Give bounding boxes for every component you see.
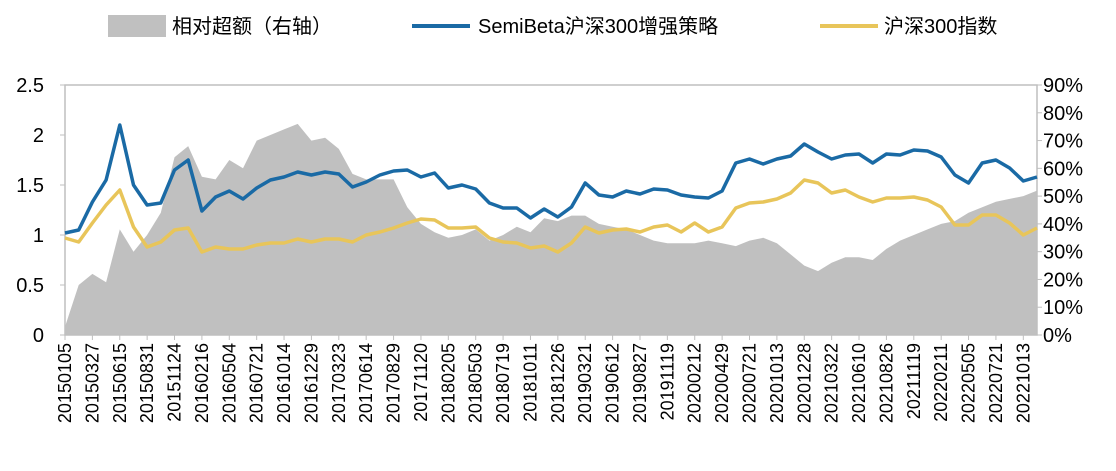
right-tick-label: 30% [1043,242,1083,264]
excess-area [65,123,1037,336]
legend-label-index: 沪深300指数 [884,15,997,38]
right-tick-label: 0% [1043,325,1072,347]
x-tick-label: 20170614 [356,343,376,423]
x-tick-label: 20181226 [548,343,568,423]
x-tick-label: 20180205 [438,343,458,423]
index-line [64,178,1038,254]
right-tick-label: 90% [1043,75,1083,97]
x-tick-label: 20171120 [411,343,431,422]
x-tick-label: 20181011 [520,343,540,422]
left-tick-label: 1 [33,225,44,247]
x-tick-label: 20210826 [876,343,896,423]
x-tick-label: 20200721 [740,343,760,423]
excess-area-layer [65,123,1037,336]
x-tick-label: 20170323 [329,343,349,423]
x-tick-label: 20211119 [904,343,924,419]
x-tick-label: 20170829 [384,343,404,423]
x-tick-label: 20190612 [603,343,623,423]
x-tick-label: 20180503 [466,343,486,423]
x-tick-label: 20161014 [274,343,294,423]
x-axis: 20150105 20150327 20150615 20150831 20151124… [55,335,1033,423]
x-tick-label: 20210610 [849,343,869,423]
right-tick-label: 20% [1043,269,1083,291]
legend: 相对超额（右轴） SemiBeta沪深300增强策略 沪深300指数 [108,15,997,38]
x-tick-label: 20200429 [712,343,732,423]
x-tick-label: 20151124 [165,343,185,422]
right-tick-label: 40% [1043,214,1083,236]
x-tick-label: 20150105 [55,343,75,423]
right-tick-label: 50% [1043,186,1083,208]
x-tick-label: 20221013 [1013,343,1033,423]
left-tick-label: 1.5 [16,175,44,197]
x-tick-label: 20150615 [110,343,130,423]
lines-layer [64,123,1038,254]
right-tick-label: 80% [1043,103,1083,125]
left-tick-label: 2.5 [16,75,44,97]
x-tick-label: 20160216 [192,343,212,423]
left-tick-label: 2 [33,125,44,147]
x-tick-label: 20180719 [493,343,513,423]
x-tick-label: 20191119 [657,343,677,420]
x-tick-label: 20190321 [575,343,595,423]
plot-frame [64,84,1038,336]
strategy-line [64,123,1038,235]
x-tick-label: 20161229 [301,343,321,423]
x-tick-label: 20220721 [986,343,1006,423]
x-tick-label: 20201013 [767,343,787,423]
x-tick-label: 20160504 [219,343,239,423]
left-tick-label: 0 [33,325,44,347]
x-tick-label: 20210322 [822,343,842,423]
x-tick-label: 20220505 [959,343,979,423]
right-tick-label: 10% [1043,297,1083,319]
x-tick-label: 20220211 [931,343,951,422]
left-axis: 0 0.5 1 1.5 2 2.5 [16,75,65,347]
x-tick-label: 20190827 [630,343,650,423]
legend-label-excess: 相对超额（右轴） [172,15,332,38]
right-axis: 0% 10% 20% 30% 40% 50% 60% 70% 80% 90% [1037,75,1083,347]
x-tick-label: 20150327 [82,343,102,423]
x-tick-label: 20200212 [685,343,705,423]
x-tick-label: 20201228 [794,343,814,423]
legend-label-strategy: SemiBeta沪深300增强策略 [478,15,718,38]
right-tick-label: 60% [1043,158,1083,180]
right-tick-label: 70% [1043,131,1083,153]
legend-swatch-excess [108,15,166,37]
left-tick-label: 0.5 [16,275,44,297]
x-tick-label: 20160721 [247,343,267,423]
x-tick-label: 20150831 [137,343,157,423]
